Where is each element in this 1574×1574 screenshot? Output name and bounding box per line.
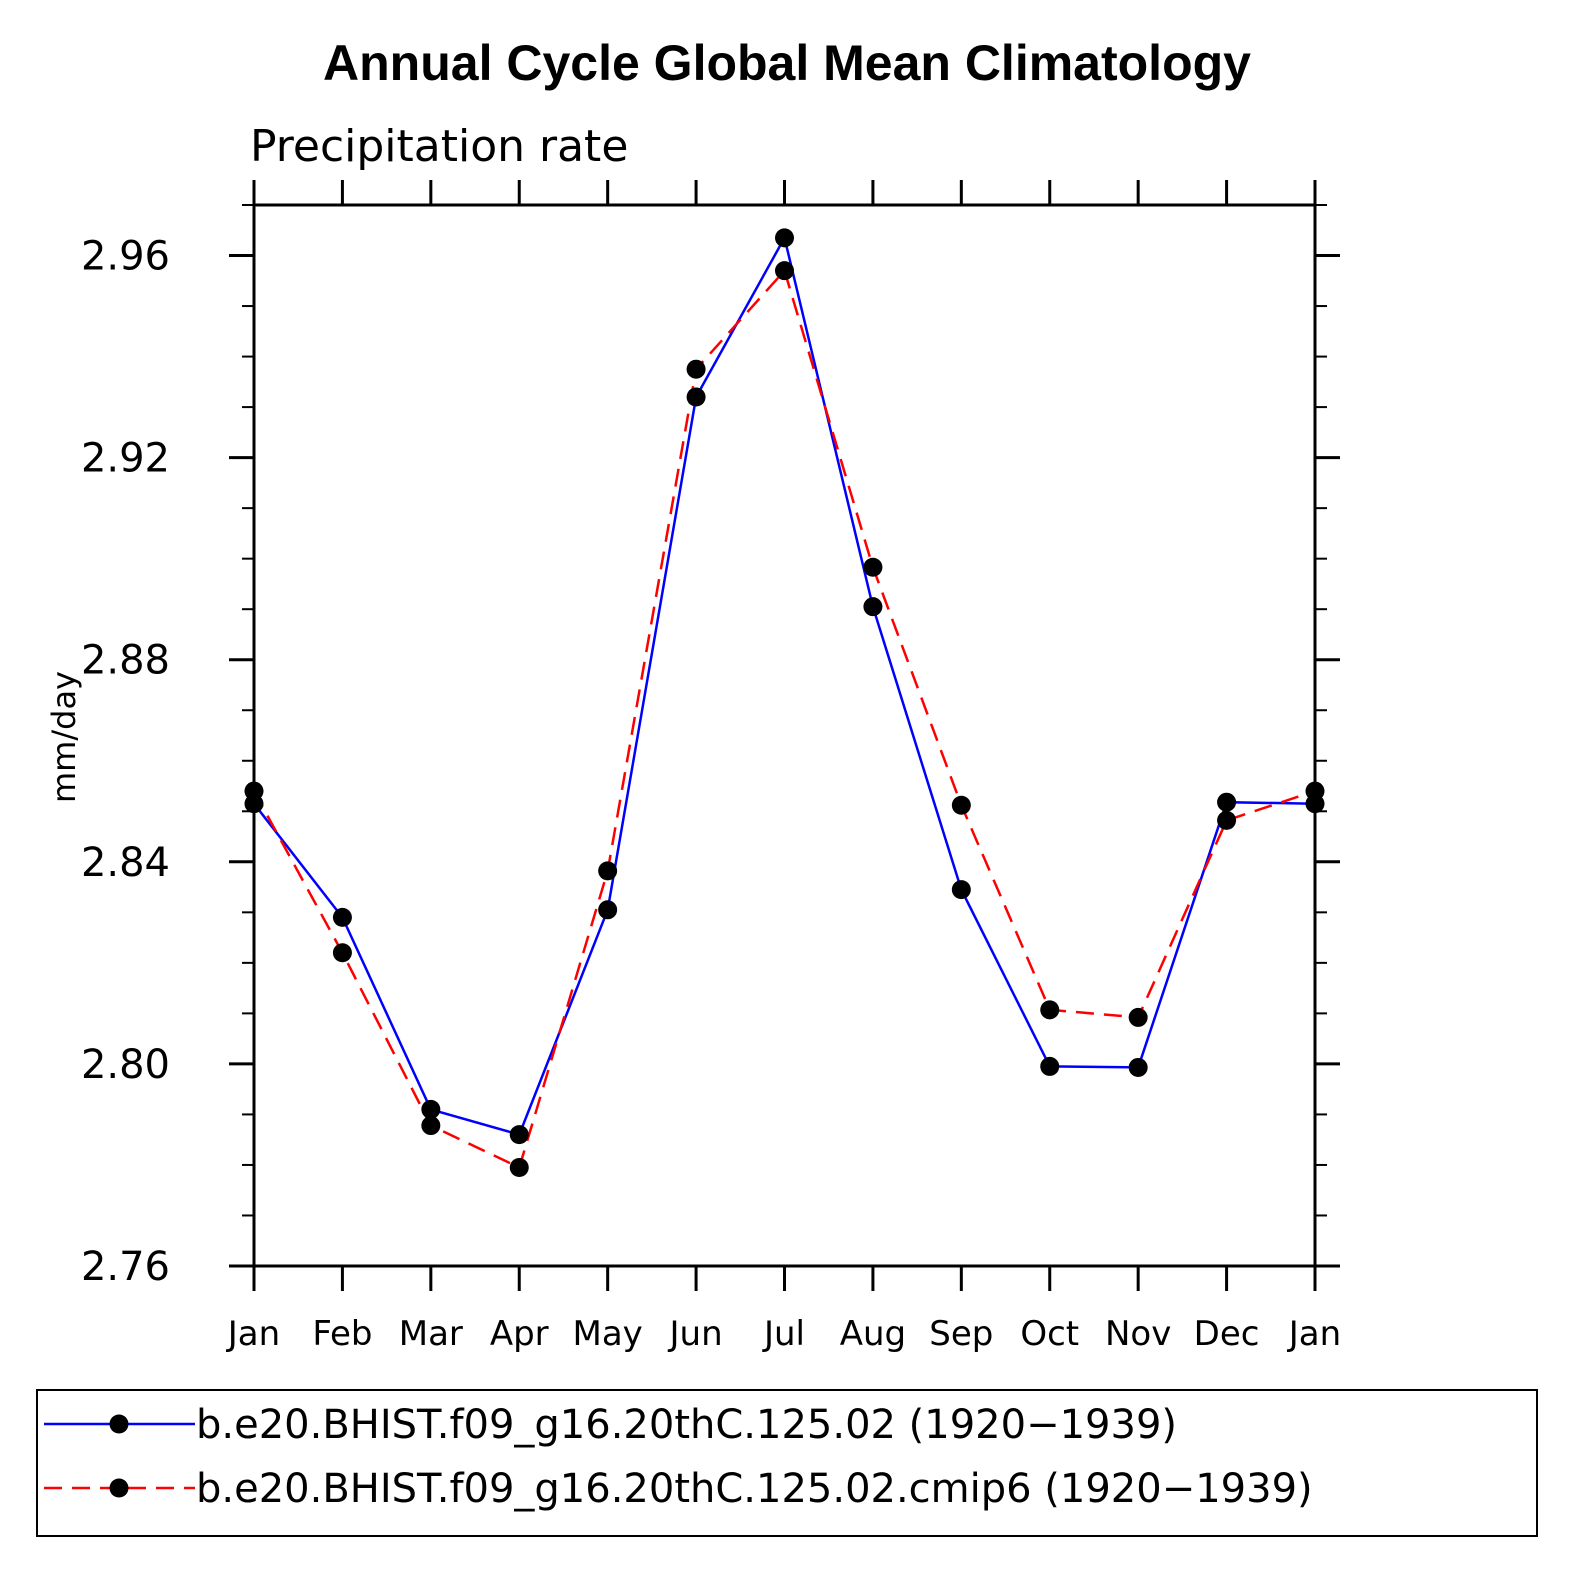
series-2-point [863,557,883,577]
x-tick-label: Dec [1194,1314,1260,1354]
y-axis-label: mm/day [45,671,83,803]
series-1-point [1040,1056,1060,1076]
chart-title: Annual Cycle Global Mean Climatology [323,35,1251,91]
x-tick-label: Jun [668,1314,723,1354]
series-1-point [686,387,706,407]
x-tick-label: Jan [1287,1314,1341,1354]
legend-box [36,1389,1538,1537]
x-tick-label: Nov [1105,1314,1171,1354]
series-1-point [509,1125,529,1145]
legend-label-2: b.e20.BHIST.f09_g16.20thC.125.02.cmip6 (… [196,1466,1313,1512]
series-1-point [951,880,971,900]
series-2-point [1217,810,1237,830]
legend-marker-2 [109,1478,129,1498]
series-1-point [775,228,794,248]
series-1-point [598,900,618,920]
y-tick-label: 2.92 [81,436,170,482]
series-2-point [686,359,706,379]
series-2-point [1305,781,1325,801]
x-tick-label: Feb [312,1314,372,1354]
y-tick-label: 2.84 [81,840,170,886]
series-2-point [244,781,264,801]
series-line-1 [253,234,1316,1137]
x-tick-label: May [573,1314,643,1354]
y-tick-label: 2.80 [81,1042,170,1088]
series-2-point [598,861,618,881]
x-tick-label: Apr [490,1314,549,1354]
y-tick-label: 2.96 [81,234,170,280]
x-tick-label: Aug [840,1314,906,1354]
plot-frame [252,203,1317,1268]
series-1-point [332,907,352,927]
series-1-point [863,597,883,617]
chart-subtitle: Precipitation rate [250,121,628,172]
series-2-point [332,943,352,963]
series-1-point [421,1099,441,1119]
legend-marker-1 [109,1414,129,1434]
x-tick-label: Sep [929,1314,993,1354]
y-tick-label: 2.88 [81,638,170,684]
y-tick-label: 2.76 [81,1244,170,1290]
x-tick-label: Mar [399,1314,463,1354]
series-line-2 [252,268,1316,1170]
series-2-point [421,1116,441,1136]
series-2-point [951,795,971,815]
series-2-point [1040,1000,1060,1020]
series-2-point [1128,1007,1148,1027]
x-tick-label: Oct [1020,1314,1079,1354]
legend-label-1: b.e20.BHIST.f09_g16.20thC.125.02 (1920−1… [196,1402,1177,1448]
x-tick-label: Jul [762,1314,805,1354]
series-2-point [775,261,794,281]
series-2-point [509,1157,529,1177]
series-1-point [1128,1057,1148,1077]
series-1-point [1217,792,1237,812]
x-tick-label: Jan [226,1314,280,1354]
